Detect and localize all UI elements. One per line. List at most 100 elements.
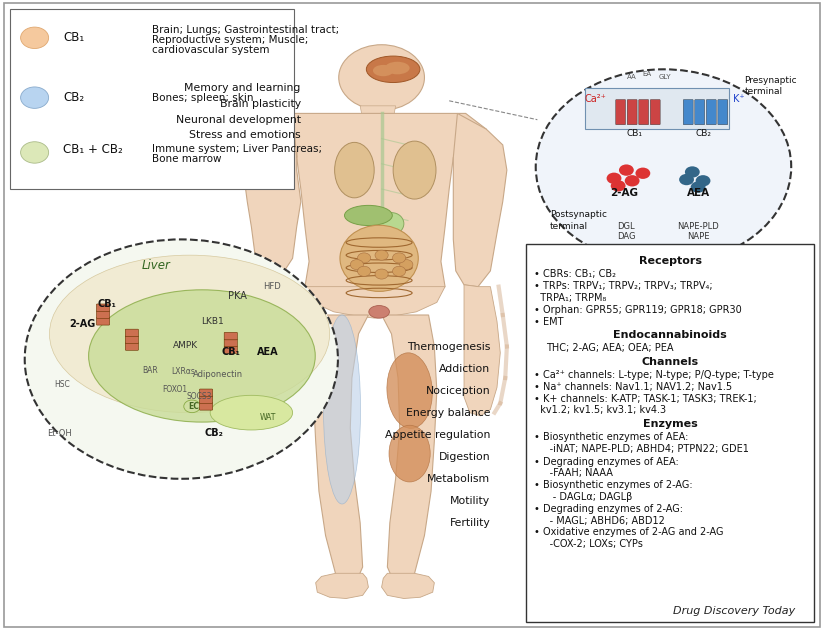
- FancyBboxPatch shape: [200, 396, 212, 403]
- Ellipse shape: [373, 65, 394, 76]
- Text: • Biosynthetic enzymes of 2-AG:: • Biosynthetic enzymes of 2-AG:: [534, 480, 693, 490]
- FancyBboxPatch shape: [200, 403, 212, 410]
- FancyBboxPatch shape: [615, 100, 625, 125]
- Text: Immune system; Liver Pancreas;: Immune system; Liver Pancreas;: [152, 144, 323, 154]
- Text: LXRαs: LXRαs: [171, 367, 195, 376]
- Text: Thermogenesis: Thermogenesis: [407, 341, 491, 352]
- Polygon shape: [381, 573, 435, 598]
- Text: Liver: Liver: [142, 260, 171, 272]
- Circle shape: [339, 45, 425, 110]
- Text: • Na⁺ channels: Nav1.1; NAV1.2; Nav1.5: • Na⁺ channels: Nav1.1; NAV1.2; Nav1.5: [534, 382, 732, 392]
- Circle shape: [358, 253, 370, 263]
- Ellipse shape: [389, 425, 431, 482]
- Polygon shape: [305, 287, 445, 318]
- Ellipse shape: [344, 205, 392, 226]
- FancyBboxPatch shape: [627, 100, 637, 125]
- FancyBboxPatch shape: [268, 379, 276, 396]
- Circle shape: [607, 173, 621, 184]
- Ellipse shape: [385, 62, 410, 74]
- FancyBboxPatch shape: [96, 304, 110, 311]
- Circle shape: [392, 253, 405, 263]
- Text: AMPK: AMPK: [173, 341, 198, 350]
- Text: CB₁: CB₁: [627, 129, 643, 138]
- Text: • Degrading enzymes of AEA:: • Degrading enzymes of AEA:: [534, 457, 679, 467]
- Polygon shape: [464, 285, 500, 416]
- Text: • K+ channels: K-ATP; TASK-1; TASK3; TREK-1;: • K+ channels: K-ATP; TASK-1; TASK3; TRE…: [534, 394, 757, 404]
- Text: NAPE-PLD: NAPE-PLD: [677, 222, 719, 231]
- Circle shape: [350, 260, 364, 270]
- FancyBboxPatch shape: [639, 100, 649, 125]
- Text: • Degrading enzymes of 2-AG:: • Degrading enzymes of 2-AG:: [534, 504, 683, 514]
- Ellipse shape: [340, 226, 418, 291]
- Text: EA: EA: [642, 71, 651, 77]
- Text: K⁺: K⁺: [733, 94, 745, 104]
- Text: Motility: Motility: [451, 496, 491, 506]
- Text: HFD: HFD: [263, 282, 281, 291]
- Polygon shape: [453, 113, 507, 287]
- Ellipse shape: [89, 290, 315, 422]
- Text: Stress and emotions: Stress and emotions: [189, 130, 301, 140]
- Text: CB₁ + CB₂: CB₁ + CB₂: [64, 143, 123, 156]
- Text: AEA: AEA: [257, 346, 278, 357]
- Text: -FAAH; NAAA: -FAAH; NAAA: [534, 468, 613, 478]
- Text: Brain; Lungs; Gastrointestinal tract;: Brain; Lungs; Gastrointestinal tract;: [152, 25, 339, 35]
- Polygon shape: [263, 113, 487, 302]
- Ellipse shape: [379, 213, 404, 234]
- Text: • Orphan: GPR55; GPR119; GPR18; GPR30: • Orphan: GPR55; GPR119; GPR18; GPR30: [534, 305, 742, 315]
- Text: Bone marrow: Bone marrow: [152, 154, 222, 164]
- Text: Brain plasticity: Brain plasticity: [220, 99, 301, 109]
- Text: CB₂: CB₂: [695, 129, 711, 138]
- Text: • Oxidative enzymes of 2-AG and 2-AG: • Oxidative enzymes of 2-AG and 2-AG: [534, 527, 724, 537]
- Text: DGL: DGL: [618, 222, 635, 231]
- FancyBboxPatch shape: [96, 311, 110, 318]
- Circle shape: [624, 175, 640, 186]
- Ellipse shape: [49, 255, 329, 413]
- FancyBboxPatch shape: [718, 100, 728, 125]
- Ellipse shape: [369, 306, 390, 318]
- FancyBboxPatch shape: [224, 333, 237, 340]
- Circle shape: [400, 260, 413, 270]
- Text: THC; 2-AG; AEA; OEA; PEA: THC; 2-AG; AEA; OEA; PEA: [547, 343, 674, 353]
- FancyBboxPatch shape: [650, 100, 660, 125]
- Text: TRPA₁; TRPM₈: TRPA₁; TRPM₈: [534, 293, 606, 303]
- Ellipse shape: [366, 56, 420, 83]
- Polygon shape: [381, 315, 437, 583]
- FancyBboxPatch shape: [585, 88, 729, 129]
- Text: cardiovascular system: cardiovascular system: [152, 45, 270, 55]
- Text: Digestion: Digestion: [439, 452, 491, 462]
- Text: CB₁: CB₁: [98, 299, 116, 309]
- Text: • Biosynthetic enzymes of AEA:: • Biosynthetic enzymes of AEA:: [534, 432, 689, 442]
- FancyBboxPatch shape: [706, 100, 716, 125]
- Text: LKB1: LKB1: [201, 317, 224, 326]
- Text: Reproductive system; Muscle;: Reproductive system; Muscle;: [152, 35, 308, 45]
- Text: Endocannabinoids: Endocannabinoids: [613, 331, 727, 340]
- Text: Adiponectin: Adiponectin: [193, 370, 243, 379]
- FancyBboxPatch shape: [695, 100, 705, 125]
- Circle shape: [21, 142, 48, 163]
- Circle shape: [375, 269, 388, 279]
- Text: EC: EC: [188, 402, 199, 411]
- Text: AA: AA: [627, 74, 637, 80]
- Circle shape: [375, 250, 388, 260]
- Polygon shape: [314, 315, 369, 583]
- Text: Appetite regulation: Appetite regulation: [385, 430, 491, 440]
- Text: Postsynaptic
terminal: Postsynaptic terminal: [550, 210, 607, 231]
- FancyBboxPatch shape: [261, 379, 268, 396]
- Text: • CBRs: CB₁; CB₂: • CBRs: CB₁; CB₂: [534, 269, 616, 279]
- FancyBboxPatch shape: [526, 244, 814, 622]
- Text: kv1.2; kv1.5; kv3.1; kv4.3: kv1.2; kv1.5; kv3.1; kv4.3: [534, 405, 666, 415]
- Text: CB₂: CB₂: [205, 428, 224, 438]
- Circle shape: [679, 174, 694, 185]
- Text: - MAGL; ABHD6; ABD12: - MAGL; ABHD6; ABD12: [534, 515, 665, 525]
- Text: PKA: PKA: [228, 291, 247, 301]
- Text: Nociception: Nociception: [426, 386, 491, 396]
- Text: 2-AG: 2-AG: [69, 319, 95, 329]
- FancyBboxPatch shape: [96, 318, 110, 325]
- Ellipse shape: [324, 315, 360, 504]
- Circle shape: [21, 27, 48, 49]
- Text: - DAGLα; DAGLβ: - DAGLα; DAGLβ: [534, 492, 633, 502]
- Circle shape: [635, 168, 650, 179]
- Text: GLY: GLY: [659, 74, 671, 80]
- Circle shape: [696, 175, 711, 186]
- Text: FOXO1: FOXO1: [162, 385, 187, 394]
